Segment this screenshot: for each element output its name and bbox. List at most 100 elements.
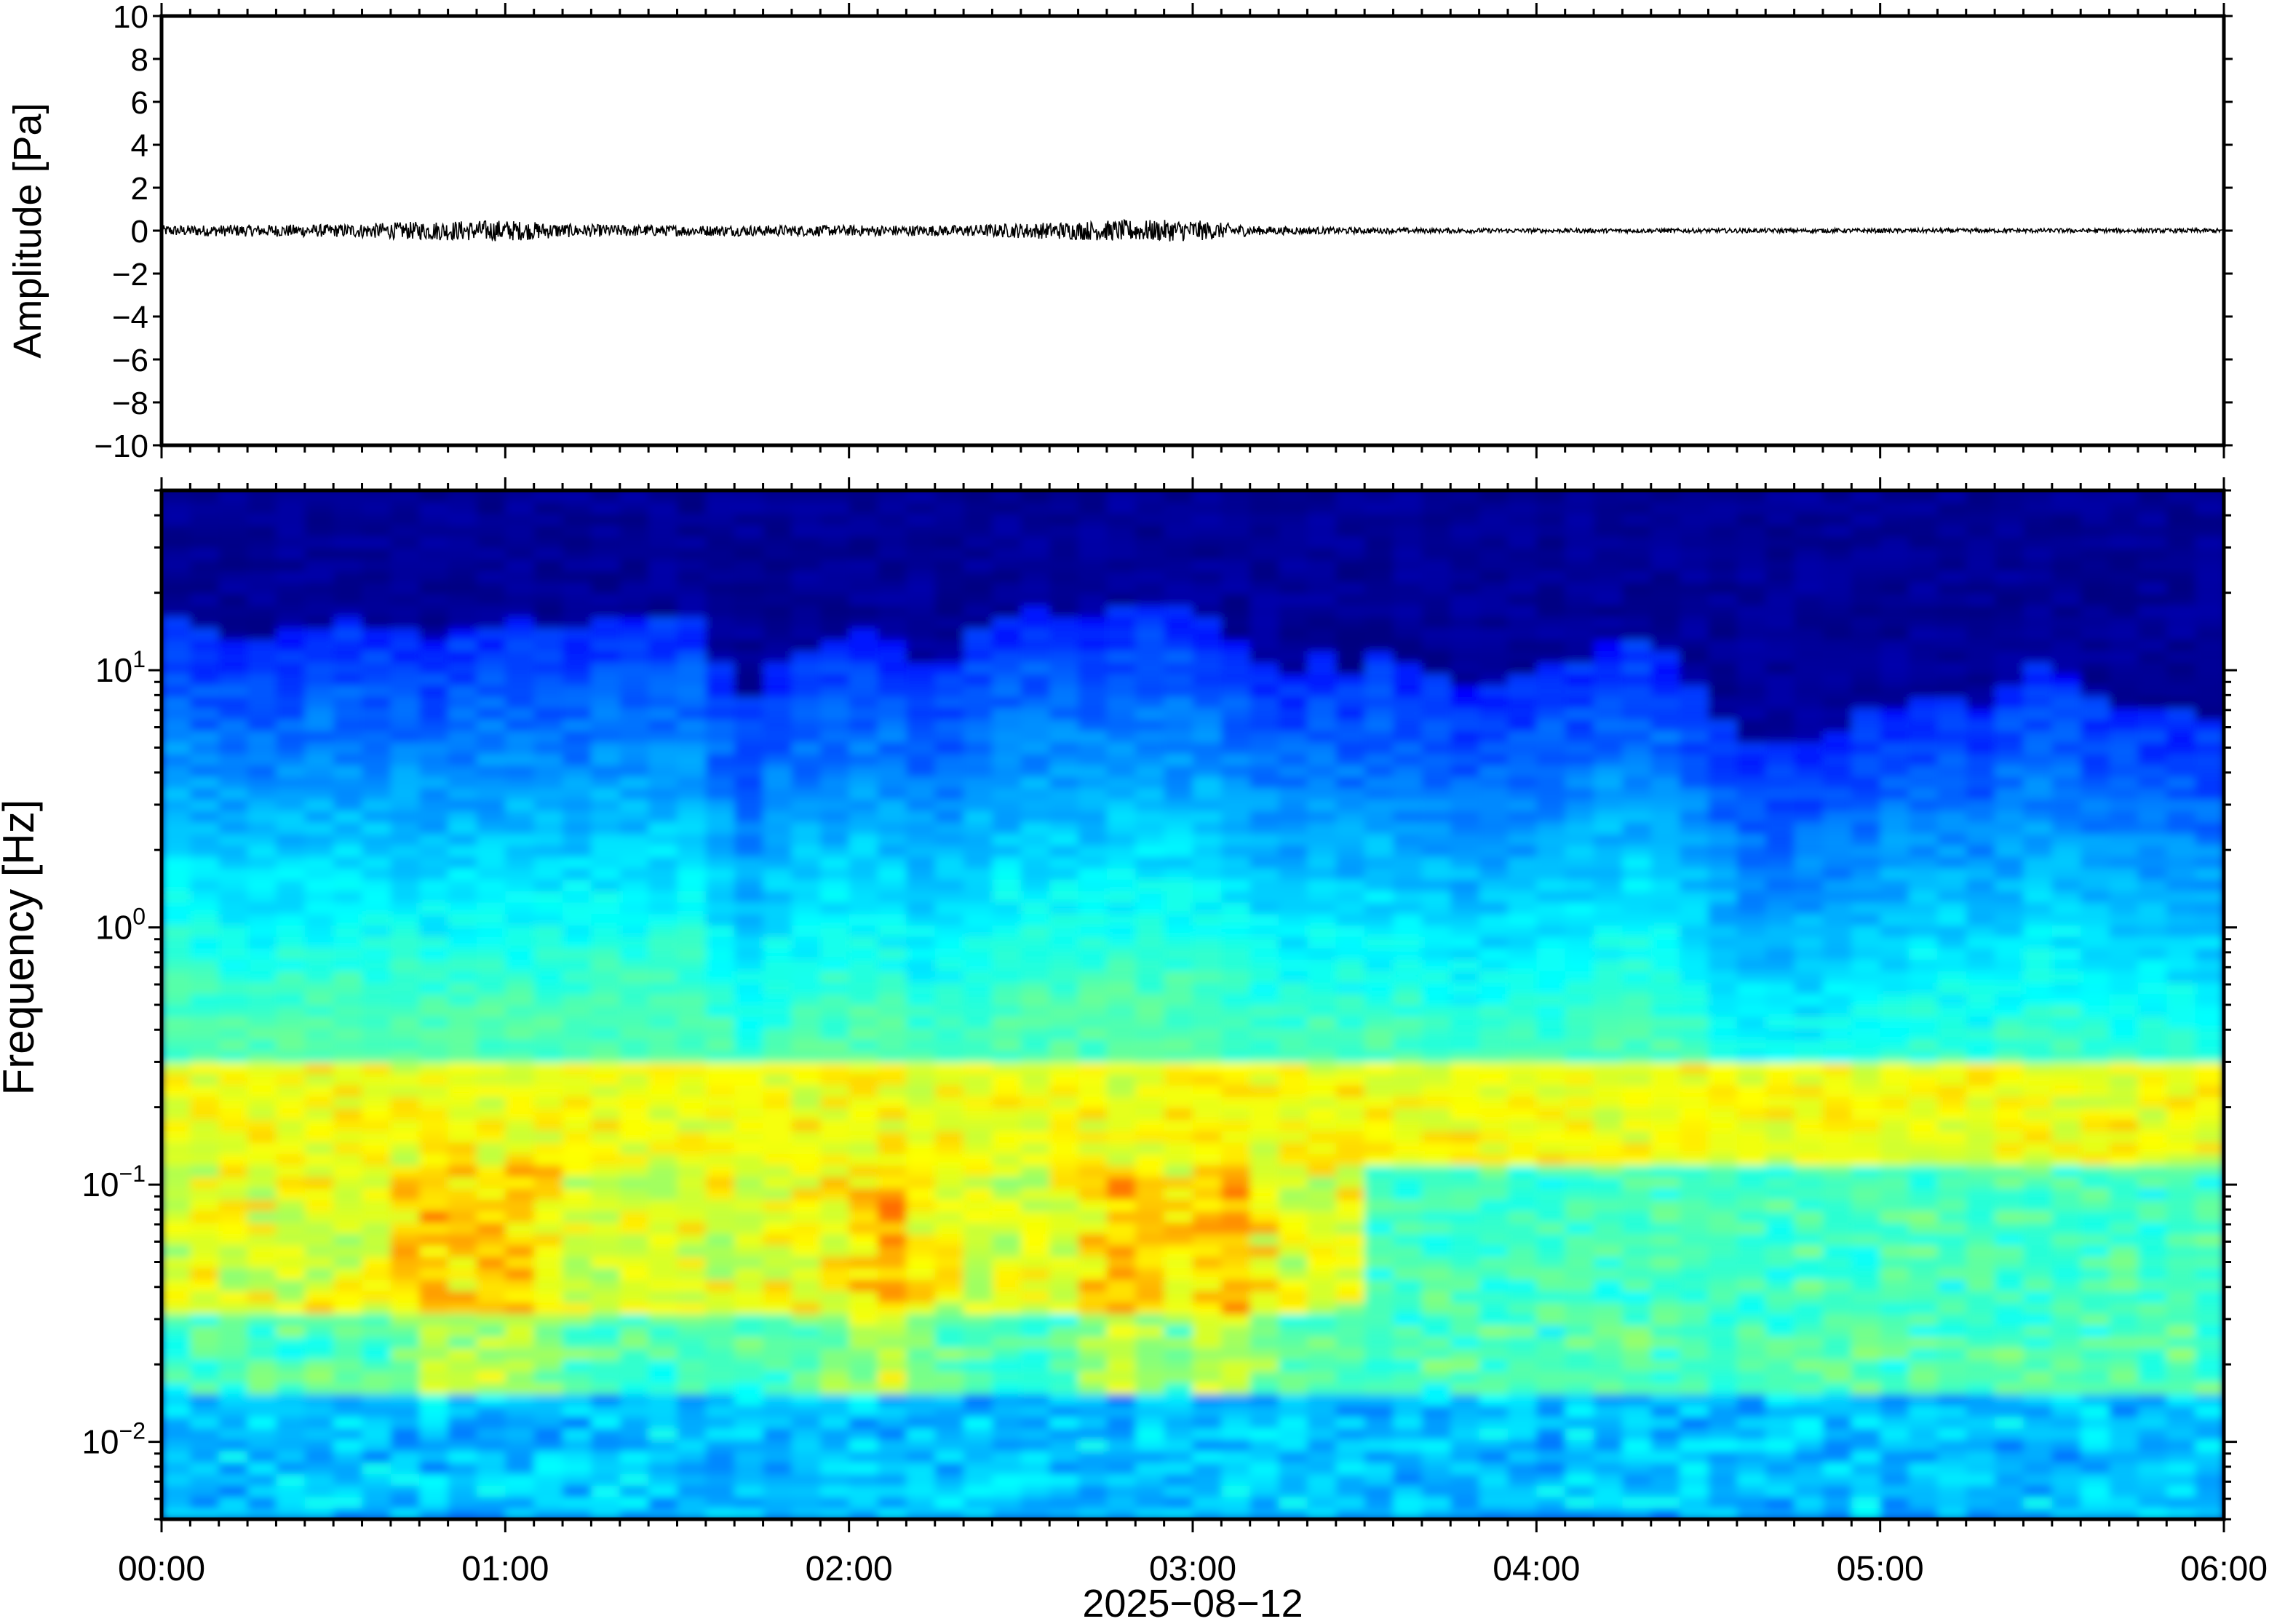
spectrogram-cell bbox=[705, 559, 736, 571]
spectrogram-cell bbox=[333, 1165, 363, 1177]
spectrogram-cell bbox=[934, 1256, 965, 1269]
spectrogram-cell bbox=[1049, 1450, 1079, 1463]
spectrogram-cell bbox=[648, 627, 678, 640]
spectrogram-cell bbox=[1049, 1267, 1079, 1281]
spectrogram-cell bbox=[218, 1085, 249, 1097]
spectrogram-cell bbox=[1450, 1313, 1480, 1326]
spectrogram-cell bbox=[533, 845, 564, 857]
spectrogram-cell bbox=[705, 570, 736, 583]
spectrogram-cell bbox=[648, 810, 678, 823]
spectrogram-cell bbox=[820, 1096, 850, 1109]
spectrogram-cell bbox=[1279, 970, 1308, 983]
spectrogram-cell bbox=[1193, 879, 1223, 891]
spectrogram-cell bbox=[1450, 536, 1480, 549]
spectrogram-cell bbox=[1450, 1096, 1480, 1109]
spectrogram-cell bbox=[1078, 559, 1108, 571]
spectrogram-cell bbox=[247, 959, 277, 971]
spectrogram-cell bbox=[1249, 650, 1280, 663]
spectrogram-cell bbox=[734, 1165, 764, 1177]
spectrogram-cell bbox=[1135, 593, 1165, 606]
spectrogram-cell bbox=[619, 1508, 650, 1519]
spectrogram-cell bbox=[648, 833, 678, 845]
spectrogram-cell bbox=[1307, 753, 1337, 766]
spectrogram-cell bbox=[477, 982, 506, 995]
spectrogram-cell bbox=[906, 890, 936, 903]
spectrogram-cell bbox=[563, 1096, 592, 1109]
spectrogram-cell bbox=[477, 730, 506, 743]
spectrogram-cell bbox=[390, 685, 421, 697]
spectrogram-cell bbox=[505, 947, 535, 960]
spectrogram-cell bbox=[218, 661, 249, 674]
spectrogram-cell bbox=[390, 581, 421, 594]
spectrogram-cell bbox=[1594, 1244, 1624, 1257]
spectrogram-cell bbox=[162, 1130, 191, 1143]
spectrogram-cell bbox=[1364, 490, 1394, 503]
spectrogram-cell bbox=[878, 970, 907, 983]
spectrogram-cell bbox=[247, 765, 277, 777]
spectrogram-cell bbox=[1622, 547, 1652, 560]
spectrogram-cell bbox=[677, 982, 707, 995]
spectrogram-cell bbox=[1508, 1165, 1538, 1177]
spectrogram-cell bbox=[820, 867, 850, 880]
spectrogram-cell bbox=[419, 1370, 449, 1383]
spectrogram-cell bbox=[247, 536, 277, 549]
spectrogram-cell bbox=[1049, 1244, 1079, 1257]
spectrogram-cell bbox=[477, 1165, 506, 1177]
spectrogram-cell bbox=[1279, 639, 1308, 651]
spectrogram-cell bbox=[1307, 696, 1337, 709]
spectrogram-cell bbox=[1364, 982, 1394, 995]
spectrogram-cell bbox=[1393, 661, 1423, 674]
spectrogram-cell bbox=[1622, 490, 1652, 503]
spectrogram-cell bbox=[591, 547, 621, 560]
spectrogram-cell bbox=[505, 1176, 535, 1189]
spectrogram-cell bbox=[505, 1348, 535, 1360]
spectrogram-cell bbox=[648, 753, 678, 766]
spectrogram-cell bbox=[276, 536, 306, 549]
spectrogram-cell bbox=[820, 970, 850, 983]
spectrogram-cell bbox=[362, 741, 392, 755]
spectrogram-cell bbox=[1221, 1370, 1251, 1383]
spectrogram-cell bbox=[820, 1039, 850, 1051]
spectrogram-cell bbox=[390, 1119, 421, 1131]
spectrogram-cell bbox=[1049, 1290, 1079, 1303]
spectrogram-cell bbox=[1249, 1382, 1280, 1395]
spectrogram-cell bbox=[1164, 639, 1193, 651]
spectrogram-cell bbox=[820, 845, 850, 857]
spectrogram-cell bbox=[533, 627, 564, 640]
spectrogram-cell bbox=[477, 1508, 506, 1519]
spectrogram-cell bbox=[1193, 570, 1223, 583]
spectrogram-cell bbox=[218, 513, 249, 526]
spectrogram-cell bbox=[390, 867, 421, 880]
spectrogram-cell bbox=[1565, 525, 1595, 537]
spectrogram-cell bbox=[849, 1428, 879, 1440]
spectrogram-cell bbox=[1479, 1508, 1509, 1519]
spectrogram-cell bbox=[448, 1336, 477, 1349]
spectrogram-cell bbox=[505, 1165, 535, 1177]
spectrogram-cell bbox=[1078, 741, 1108, 755]
spectrogram-cell bbox=[1364, 959, 1394, 971]
spectrogram-cell bbox=[1450, 925, 1480, 937]
spectrogram-cell bbox=[1135, 1508, 1165, 1519]
spectrogram-cell bbox=[1078, 1233, 1108, 1246]
spectrogram-cell bbox=[333, 1404, 363, 1417]
spectrogram-cell bbox=[533, 1165, 564, 1177]
spectrogram-cell bbox=[477, 845, 506, 857]
spectrogram-cell bbox=[963, 970, 993, 983]
spectrogram-cell bbox=[906, 547, 936, 560]
spectrogram-cell bbox=[619, 581, 650, 594]
spectrogram-cell bbox=[878, 661, 907, 674]
spectrogram-cell bbox=[1536, 776, 1566, 789]
spectrogram-cell bbox=[448, 741, 477, 755]
spectrogram-cell bbox=[1450, 1359, 1480, 1372]
spectrogram-cell bbox=[1622, 901, 1652, 915]
spectrogram-cell bbox=[1622, 1370, 1652, 1383]
spectrogram-cell bbox=[963, 845, 993, 857]
spectrogram-cell bbox=[1335, 890, 1366, 903]
spectrogram-cell bbox=[1622, 925, 1652, 937]
spectrogram-cell bbox=[362, 501, 392, 514]
spectrogram-cell bbox=[533, 982, 564, 995]
spectrogram-cell bbox=[390, 1222, 421, 1235]
spectrogram-cell bbox=[591, 1096, 621, 1109]
spectrogram-cell bbox=[533, 661, 564, 674]
spectrogram-cell bbox=[1450, 1279, 1480, 1291]
